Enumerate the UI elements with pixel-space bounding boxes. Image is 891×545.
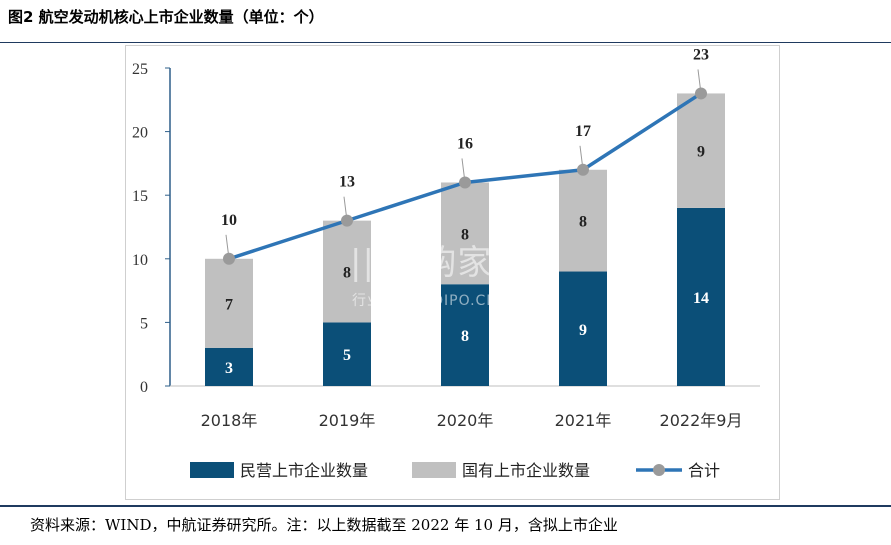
bottom-rule [0, 505, 891, 507]
chart-svg: 0 5 10 15 20 25 3 7 2018年 5 8 2019年 8 8 2020年 9 8 2021年 14… [132, 46, 760, 480]
legend-swatch-private [190, 462, 234, 478]
data-label-private: 8 [461, 328, 469, 345]
total-label: 10 [221, 212, 237, 229]
top-rule [0, 42, 891, 43]
bar-private [205, 347, 253, 386]
x-tick-label: 2022年9月 [660, 411, 743, 430]
bar-private [441, 284, 489, 386]
total-marker [577, 163, 589, 176]
legend-label-state: 国有上市企业数量 [462, 461, 590, 480]
y-tick-label: 25 [132, 61, 148, 78]
x-tick-label: 2019年 [319, 411, 376, 430]
data-label-state: 7 [225, 296, 233, 313]
legend-label-private: 民营上市企业数量 [240, 461, 368, 480]
bar-private [677, 207, 725, 386]
bar-state [323, 220, 371, 323]
x-tick-label: 2020年 [437, 411, 494, 430]
data-label-state: 8 [461, 226, 469, 243]
y-tick-label: 15 [132, 188, 148, 205]
total-label: 16 [457, 135, 473, 152]
data-label-state: 8 [343, 265, 351, 282]
total-label: 13 [339, 174, 355, 191]
total-marker [695, 87, 707, 100]
data-label-private: 3 [225, 360, 233, 377]
y-tick-label: 5 [140, 315, 148, 332]
legend-swatch-total-marker [653, 464, 665, 476]
bar-private [323, 322, 371, 386]
bar-state [559, 169, 607, 272]
legend-label-total: 合计 [688, 461, 720, 480]
total-label: 17 [575, 123, 591, 140]
source-note: 资料来源：WIND，中航证券研究所。注：以上数据截至 2022 年 10 月，含… [30, 516, 618, 534]
data-label-private: 9 [579, 322, 587, 339]
chart-frame [125, 45, 780, 500]
data-label-private: 14 [693, 290, 709, 307]
figure-title: 图2 航空发动机核心上市企业数量（单位：个） [8, 8, 324, 26]
x-tick-label: 2021年 [555, 411, 612, 430]
x-tick-label: 2018年 [201, 411, 258, 430]
y-tick-label: 10 [132, 252, 148, 269]
data-label-state: 9 [697, 144, 705, 161]
legend-swatch-state [412, 462, 456, 478]
bar-private [559, 271, 607, 386]
total-marker [341, 214, 353, 227]
total-marker [223, 252, 235, 265]
bar-state [441, 182, 489, 285]
total-label: 23 [693, 46, 709, 63]
bar-state [677, 93, 725, 208]
total-marker [459, 176, 471, 189]
data-label-private: 5 [343, 347, 351, 364]
data-label-state: 8 [579, 214, 587, 231]
y-tick-label: 0 [140, 379, 148, 396]
y-tick-label: 20 [132, 125, 148, 142]
bar-state [205, 258, 253, 348]
